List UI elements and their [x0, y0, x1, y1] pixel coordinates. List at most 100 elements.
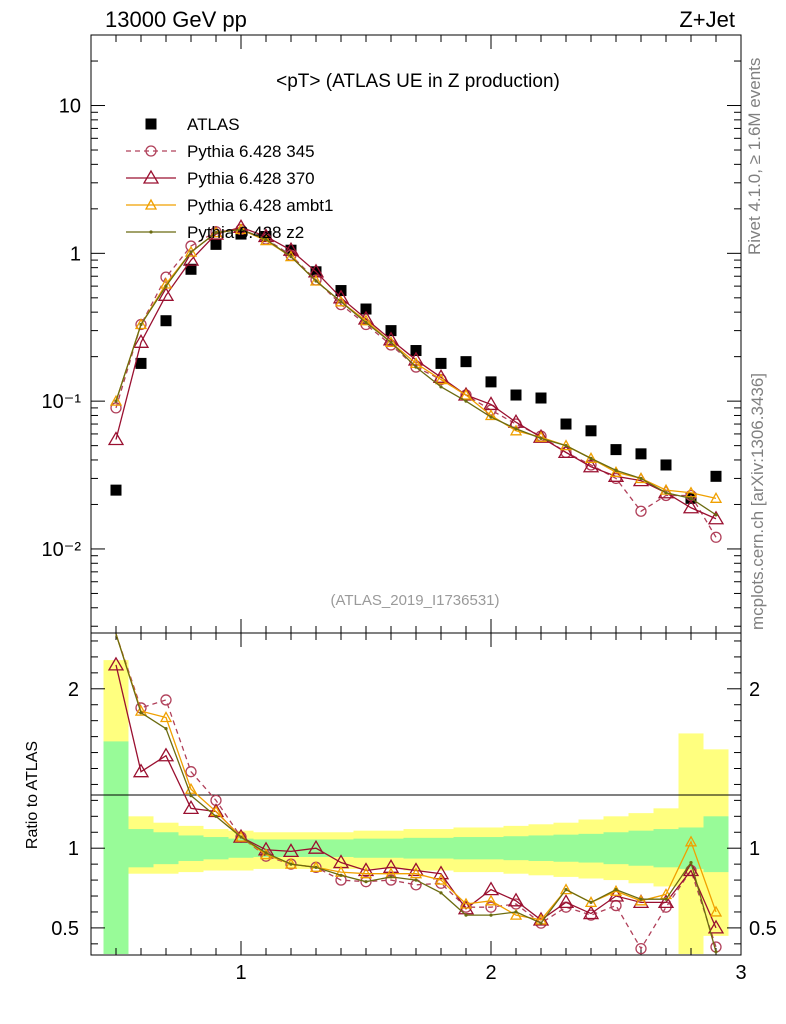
ratio-point: [182, 800, 200, 814]
ratio-point: [432, 865, 450, 880]
ratio-line: [115, 633, 717, 950]
data-point: [514, 427, 518, 431]
uncertainty-band-inner: [603, 832, 629, 865]
uncertainty-band-inner: [203, 837, 229, 860]
ratio-frame: [90, 632, 742, 956]
ratio-y-tick-label-right: 0.5: [749, 918, 777, 940]
x-tick-label: 3: [735, 962, 746, 984]
data-point: [259, 234, 273, 246]
data-point: [707, 510, 725, 525]
ratio-point: [709, 905, 723, 917]
legend-label: ATLAS: [187, 115, 240, 134]
ratio-point: [485, 901, 497, 913]
ratio-point: [385, 874, 397, 886]
data-point: [264, 237, 268, 242]
main-frame: [90, 34, 742, 634]
uncertainty-band-inner: [553, 834, 579, 862]
data-point: [435, 357, 447, 369]
legend-label: Pythia 6.428 ambt1: [187, 196, 333, 215]
ratio-point: [514, 910, 518, 914]
data-point: [539, 436, 543, 440]
data-point: [664, 491, 668, 495]
ratio-point: [434, 873, 448, 885]
ratio-point: [539, 921, 543, 925]
data-point: [385, 325, 397, 337]
y-tick-label: 10: [59, 96, 81, 118]
data-point: [635, 448, 647, 460]
ratio-point: [589, 900, 593, 904]
data-point: [710, 470, 722, 482]
ratio-point: [635, 942, 647, 955]
ratio-point: [339, 873, 343, 877]
data-point: [239, 227, 243, 232]
data-point: [160, 315, 172, 327]
ratio-point: [407, 862, 425, 877]
legend-label: Pythia 6.428 z2: [187, 223, 304, 242]
ratio-point: [282, 843, 300, 858]
data-point: [660, 459, 672, 471]
data-point: [434, 373, 448, 385]
ratio-series-pythia-6-428-z2: [115, 633, 718, 954]
ratio-point: [232, 828, 250, 843]
ratio-point: [509, 908, 523, 920]
ratio-point: [314, 865, 318, 869]
data-point: [232, 219, 250, 233]
series-pythia-6-428-z2: [114, 227, 718, 517]
ratio-point: [164, 727, 168, 731]
data-point: [582, 458, 600, 473]
y-tick-label: 10⁻¹: [42, 391, 82, 413]
header-left: 13000 GeV pp: [105, 7, 247, 32]
data-point: [360, 303, 372, 315]
data-point: [185, 263, 197, 275]
data-point: [635, 505, 647, 517]
data-point: [557, 444, 575, 459]
legend-label: Pythia 6.428 345: [187, 142, 315, 161]
ratio-point: [664, 897, 668, 901]
uncertainty-band-inner: [353, 838, 379, 858]
ratio-point: [359, 867, 373, 879]
ratio-y-tick-label: 2: [68, 679, 79, 701]
legend-marker: [142, 169, 160, 184]
ratio-point: [389, 875, 393, 879]
ratio-point: [507, 892, 525, 907]
data-point: [110, 402, 122, 414]
main-panel: <pT> (ATLAS UE in Z production) (ATLAS_2…: [42, 34, 742, 634]
data-point: [709, 491, 723, 503]
legend-marker: [144, 198, 158, 210]
mcplots-label: mcplots.cern.ch [arXiv:1306.3436]: [748, 373, 767, 630]
uncertainty-band-inner: [403, 837, 429, 859]
data-point: [564, 444, 568, 448]
ratio-ylabel: Ratio to ATLAS: [24, 741, 41, 849]
ratio-point: [159, 711, 173, 723]
data-point: [460, 356, 472, 368]
uncertainty-band-inner: [653, 829, 679, 868]
data-point: [639, 476, 643, 481]
ratio-point: [264, 851, 268, 855]
legend-marker: [149, 230, 153, 234]
chart-title: <pT> (ATLAS UE in Z production): [276, 71, 560, 92]
data-point: [407, 351, 425, 366]
data-point: [464, 399, 468, 403]
ratio-point: [689, 860, 693, 865]
ratio-point: [364, 880, 368, 884]
data-point: [584, 452, 598, 464]
ratio-series-pythia-6-428-345: [115, 633, 722, 955]
ratio-point: [160, 694, 172, 706]
data-point: [214, 231, 218, 235]
ratio-y-tick-label: 1: [68, 838, 79, 860]
data-point: [714, 513, 718, 517]
ratio-point: [707, 919, 725, 934]
ratio-point: [582, 905, 600, 920]
ratio-point: [559, 883, 573, 895]
ratio-point: [157, 747, 175, 762]
ratio-line: [115, 633, 717, 952]
data-point: [157, 287, 175, 301]
data-point: [309, 274, 323, 286]
data-point: [682, 499, 700, 514]
data-point: [510, 389, 522, 401]
data-point: [364, 320, 368, 325]
ratio-point: [360, 876, 372, 888]
data-point: [182, 251, 200, 266]
data-point: [614, 468, 618, 472]
